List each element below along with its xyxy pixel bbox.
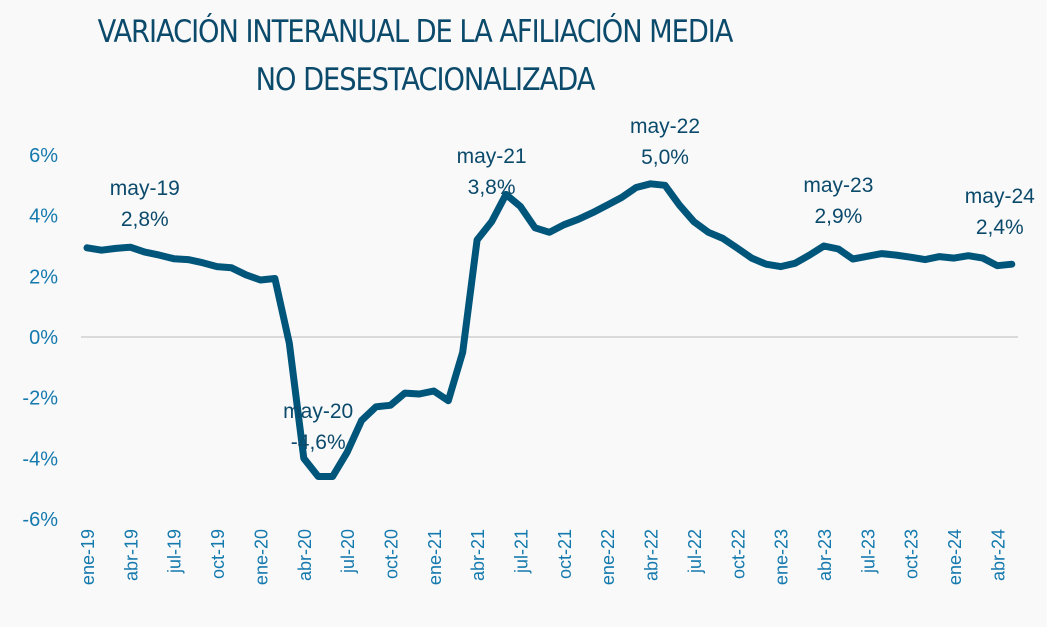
x-tick-label: abr-22 — [642, 529, 662, 581]
x-tick-label: jul-22 — [685, 529, 705, 574]
x-axis: ene-19 abr-19 jul-19 oct-19 ene-20 abr-20 jul-… — [78, 529, 1008, 585]
annotation-value: 3,8% — [468, 176, 516, 199]
y-tick-label: 0% — [29, 327, 58, 349]
y-tick-label: 2% — [29, 266, 58, 288]
x-tick-label: jul-21 — [512, 529, 532, 574]
chart-title-line-1: VARIACIÓN INTERANUAL DE LA AFILIACIÓN ME… — [97, 14, 734, 50]
y-tick-label: 4% — [29, 206, 58, 228]
annotation-label: may-20 — [283, 400, 353, 423]
x-tick-label: abr-20 — [295, 529, 315, 581]
x-tick-label: ene-19 — [78, 529, 98, 585]
annotation-label: may-19 — [110, 177, 180, 200]
y-axis: 6% 4% 2% 0% -2% -4% -6% — [22, 145, 58, 531]
x-tick-label: abr-24 — [988, 529, 1008, 581]
x-tick-label: ene-21 — [425, 529, 445, 585]
x-tick-label: oct-21 — [555, 529, 575, 579]
annotation-label: may-24 — [965, 185, 1035, 208]
x-tick-label: ene-24 — [945, 529, 965, 585]
annotation-value: 2,8% — [121, 208, 169, 231]
y-tick-label: -2% — [22, 388, 58, 410]
annotation-value: 2,4% — [976, 216, 1024, 239]
x-tick-label: ene-22 — [598, 529, 618, 585]
y-tick-label: 6% — [29, 145, 58, 167]
annotation-label: may-22 — [630, 115, 700, 138]
series-line — [83, 180, 1016, 480]
annotation-label: may-21 — [457, 145, 527, 168]
x-tick-label: abr-23 — [815, 529, 835, 581]
x-tick-label: ene-20 — [251, 529, 271, 585]
annotation-label: may-23 — [803, 174, 873, 197]
y-tick-label: -4% — [22, 448, 58, 470]
x-tick-label: jul-20 — [338, 529, 358, 574]
x-tick-label: oct-23 — [902, 529, 922, 579]
x-tick-label: abr-21 — [468, 529, 488, 581]
annotations: may-19 2,8% may-20 -4,6% may-21 3,8% may-22 5,0… — [110, 115, 1035, 454]
annotation-value: 5,0% — [641, 146, 689, 169]
annotation-value: 2,9% — [814, 205, 862, 228]
x-tick-label: oct-20 — [381, 529, 401, 579]
x-tick-label: ene-23 — [772, 529, 792, 585]
y-tick-label: -6% — [22, 509, 58, 531]
chart-title-line-2: NO DESESTACIONALIZADA — [255, 62, 596, 98]
x-tick-label: jul-19 — [165, 529, 185, 574]
annotation-value: -4,6% — [291, 431, 346, 454]
x-tick-label: jul-23 — [858, 529, 878, 574]
x-tick-label: abr-19 — [121, 529, 141, 581]
x-tick-label: oct-22 — [728, 529, 748, 579]
x-tick-label: oct-19 — [208, 529, 228, 579]
